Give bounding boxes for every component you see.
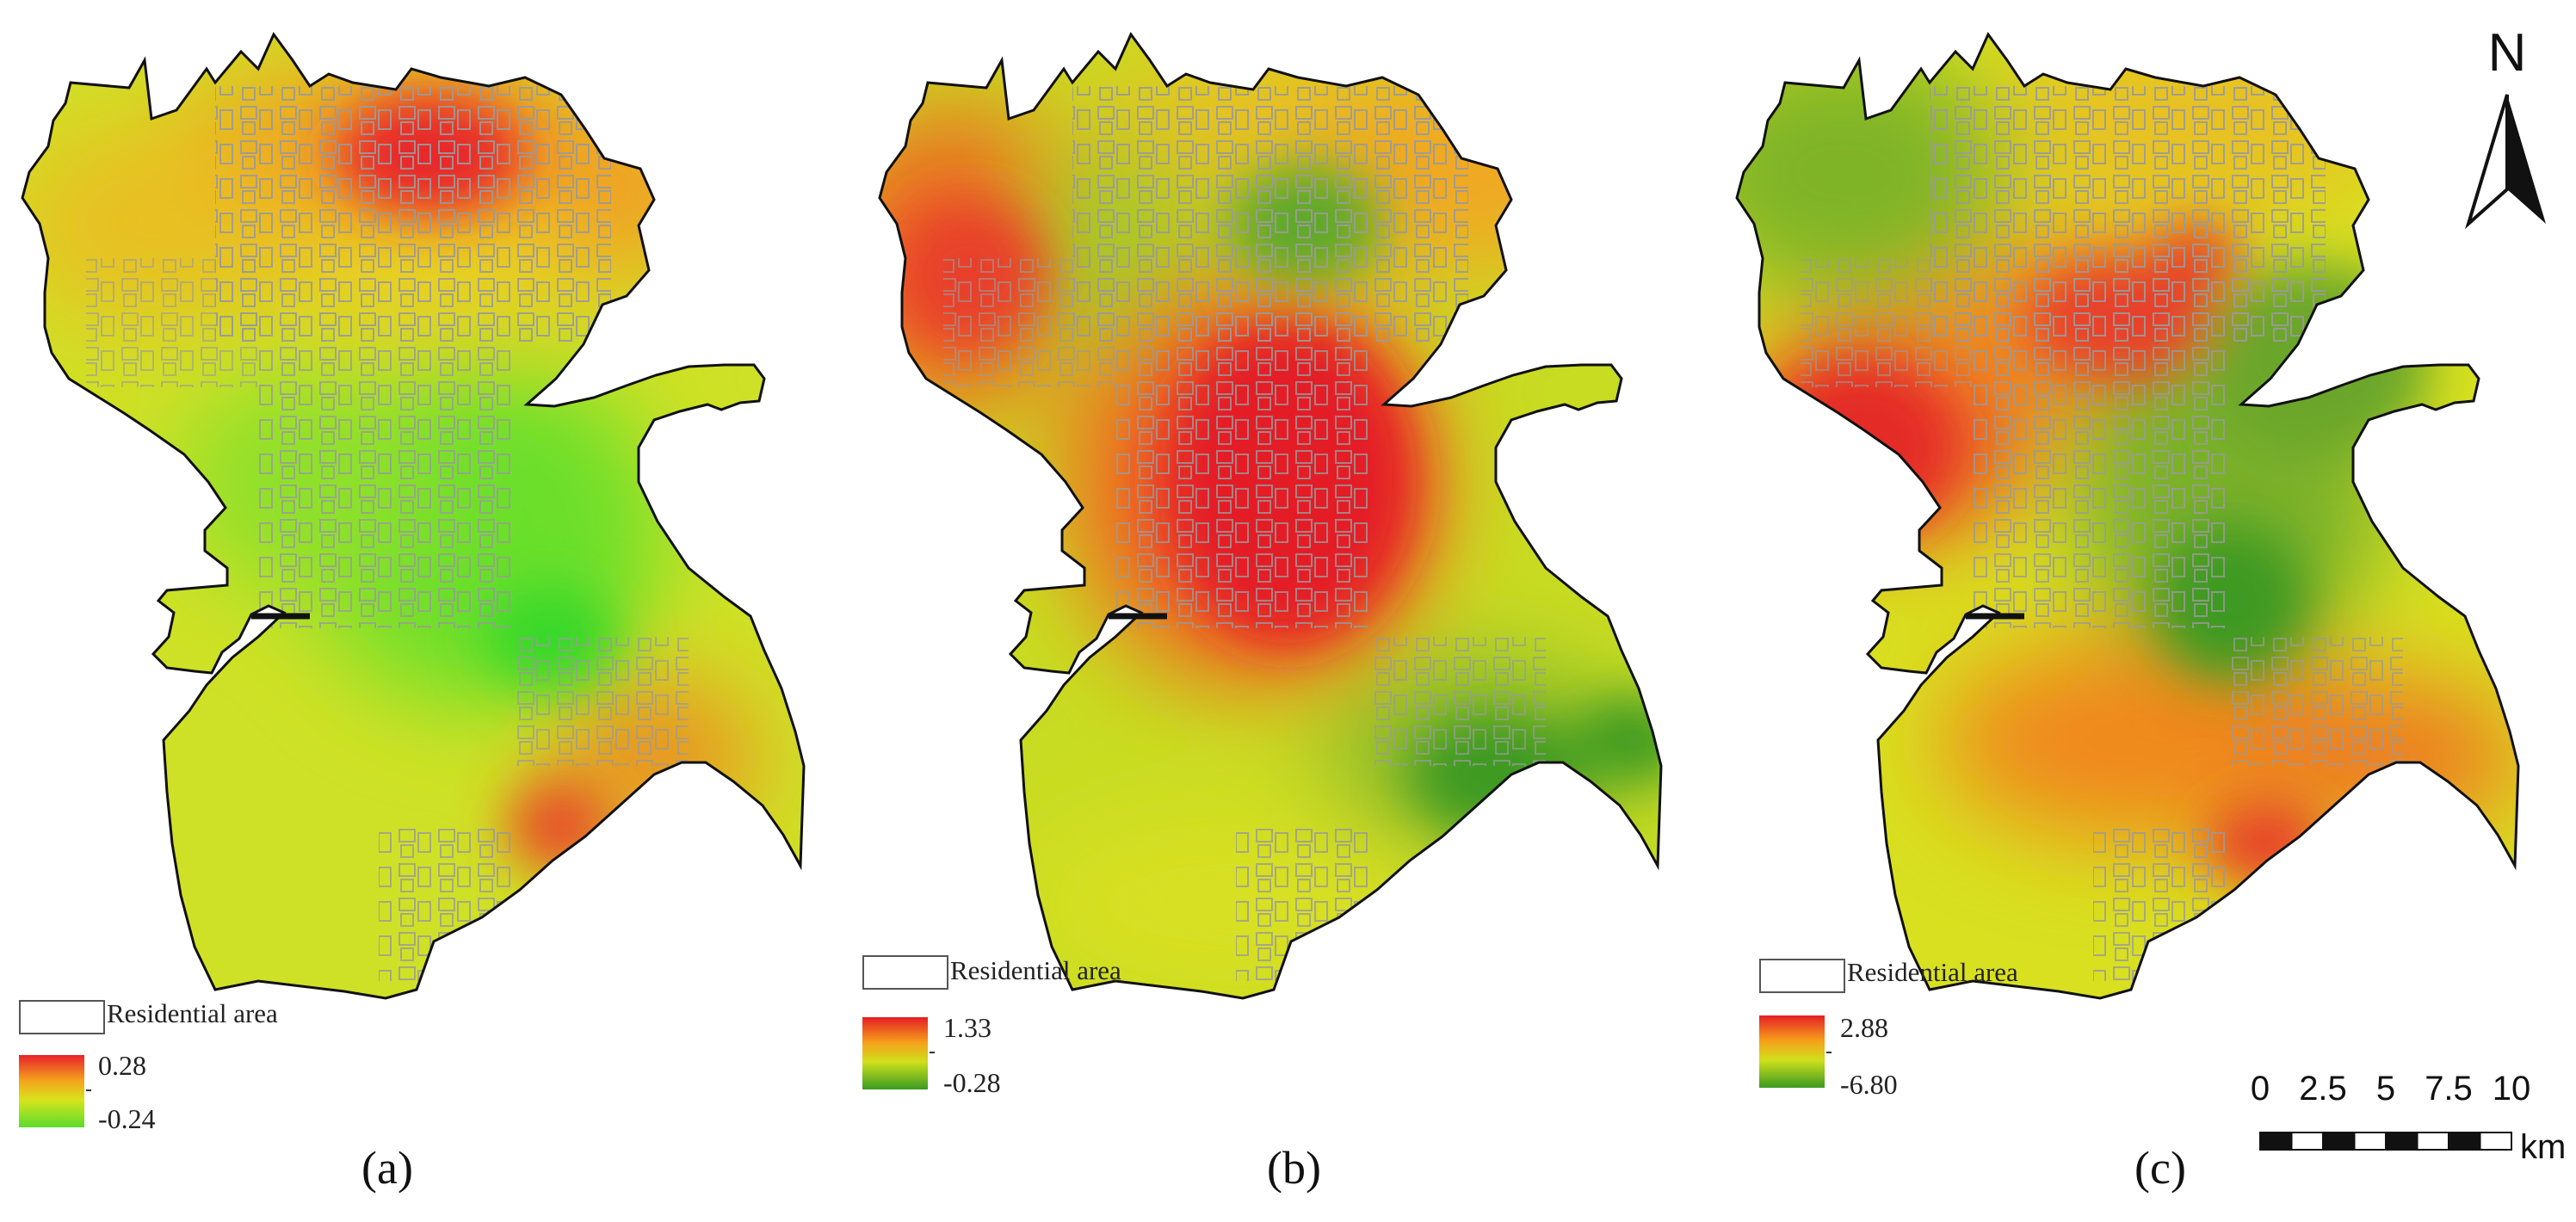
color-ramp [19,1055,84,1127]
scale-segment [2290,1132,2324,1151]
legend-min-value: -0.28 [943,1067,1001,1098]
scale-tick-label: 0 [2251,1070,2270,1108]
scale-segment [2479,1132,2512,1151]
residential-legend-label: Residential area [107,998,278,1028]
scale-unit: km [2520,1128,2566,1162]
scale-tick-label: 5 [2376,1070,2395,1108]
color-ramp [1759,1015,1825,1088]
scale-tick-label: 2.5 [2299,1070,2347,1108]
residential-legend-swatch [1759,959,1845,993]
ramp-tick [930,1052,935,1053]
legend-max-value: 2.88 [1840,1012,1888,1043]
map-panel-a: Residential area 0.28 -0.24 (a) [0,0,861,1222]
scale-segment [2259,1132,2293,1151]
ramp-tick [1826,1052,1832,1053]
map-b [878,33,1663,1000]
legend-max-value: 1.33 [943,1012,991,1043]
panel-caption-a: (a) [361,1142,413,1194]
north-arrow-icon-outline [2465,94,2509,230]
scale-bar: 0 2.5 5 7.5 10 km [2251,1070,2566,1162]
color-ramp [862,1017,928,1089]
legend-min-value: -0.24 [98,1103,156,1134]
panel-caption-b: (b) [1267,1142,1321,1194]
north-arrow: N [2465,23,2546,230]
panel-caption-c: (c) [2134,1142,2186,1194]
map-panel-c: Residential area 2.88 -6.80 (c) [1714,0,2575,1222]
residential-legend-swatch [862,955,948,990]
residential-legend-label: Residential area [950,955,1121,985]
ramp-tick [86,1089,91,1091]
legend-min-value: -6.80 [1840,1069,1898,1100]
scale-segment [2353,1132,2387,1151]
residential-legend-swatch [19,1000,105,1034]
scale-segment [2448,1132,2481,1151]
residential-legend-label: Residential area [1847,957,2018,987]
scale-segment [2322,1132,2356,1151]
map-c [1735,33,2520,1000]
residential-areas [943,86,1546,981]
scale-segment [2385,1132,2418,1151]
map-a [21,33,806,1000]
map-panel-b: Residential area 1.33 -0.28 (b) [857,0,1718,1222]
scale-segment [2416,1132,2449,1151]
legend-max-value: 0.28 [98,1050,146,1081]
scale-tick-label: 10 [2493,1070,2531,1108]
north-arrow-label: N [2488,23,2527,83]
north-arrow-icon [2507,95,2546,224]
residential-areas [1801,86,2403,981]
coldspot [1572,697,1661,783]
scale-tick-label: 7.5 [2425,1070,2473,1108]
